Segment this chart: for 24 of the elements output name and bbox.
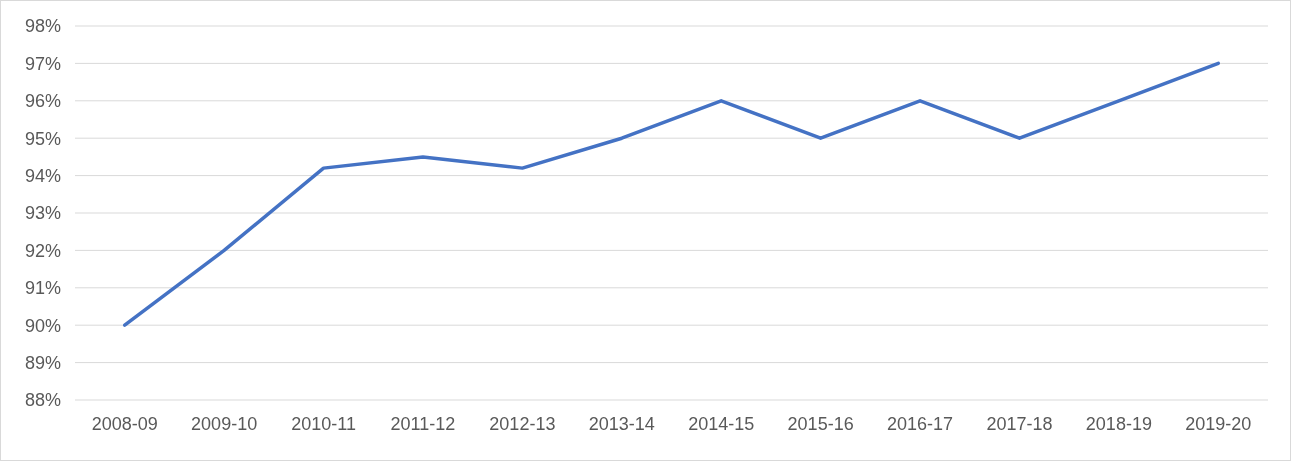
line-series	[122, 61, 1221, 327]
y-tick-label: 93%	[24, 203, 61, 224]
y-tick-label: 96%	[24, 91, 61, 112]
y-tick-label: 89%	[24, 352, 61, 373]
x-tick-label: 2014-15	[688, 414, 755, 434]
x-tick-label: 2018-19	[1085, 414, 1152, 434]
x-tick-label: 2008-09	[91, 414, 158, 434]
y-tick-label: 92%	[24, 240, 61, 261]
x-tick-label: 2017-18	[986, 414, 1053, 434]
x-tick-label: 2019-20	[1185, 414, 1252, 434]
x-tick-label: 2012-13	[489, 414, 556, 434]
y-tick-label: 97%	[24, 53, 61, 74]
y-tick-label: 98%	[24, 16, 61, 37]
y-tick-label: 88%	[24, 390, 61, 411]
x-tick-label: 2013-14	[588, 414, 655, 434]
y-tick-label: 90%	[24, 315, 61, 336]
x-tick-label: 2009-10	[191, 414, 258, 434]
x-tick-label: 2011-12	[390, 414, 456, 434]
y-tick-label: 94%	[24, 165, 61, 186]
y-tick-label: 95%	[24, 128, 61, 149]
x-tick-label: 2015-16	[787, 414, 854, 434]
y-tick-label: 91%	[24, 278, 61, 299]
x-tick-label: 2016-17	[887, 414, 954, 434]
x-tick-label: 2010-11	[291, 414, 356, 434]
